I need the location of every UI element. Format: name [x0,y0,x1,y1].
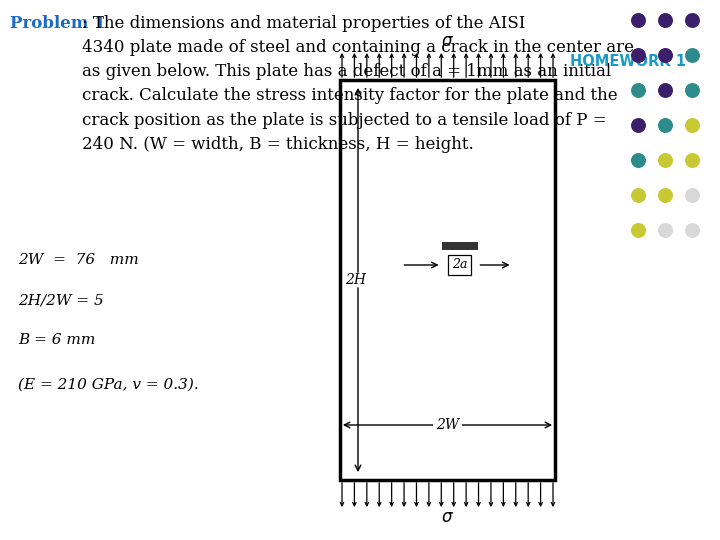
FancyArrowPatch shape [353,54,356,77]
FancyArrowPatch shape [377,54,381,77]
FancyArrowPatch shape [341,483,343,506]
FancyArrowPatch shape [427,483,431,506]
Text: : The dimensions and material properties of the AISI
4340 plate made of steel an: : The dimensions and material properties… [82,15,634,153]
FancyArrowPatch shape [377,483,381,506]
FancyArrowPatch shape [452,483,455,506]
Text: 2H: 2H [345,273,366,287]
FancyArrowPatch shape [464,483,468,506]
Point [632,226,644,234]
FancyArrowPatch shape [539,483,542,506]
Bar [340,80,555,480]
FancyArrowPatch shape [390,54,393,77]
Bar [441,242,477,250]
Point [686,16,698,24]
FancyArrowPatch shape [477,54,480,77]
Point [660,226,671,234]
Text: 2W  =  76   mm: 2W = 76 mm [18,253,139,267]
Point [686,120,698,129]
Point [660,156,671,164]
FancyArrowPatch shape [415,54,418,77]
Point [686,51,698,59]
Point [660,51,671,59]
FancyArrowPatch shape [415,483,418,506]
FancyArrowPatch shape [514,483,518,506]
Point [686,226,698,234]
Text: HOMEWORK 1: HOMEWORK 1 [570,55,686,70]
FancyArrowPatch shape [365,54,369,77]
Point [632,51,644,59]
FancyArrowPatch shape [490,483,492,506]
FancyArrowPatch shape [353,483,356,506]
FancyArrowPatch shape [427,54,431,77]
FancyArrowPatch shape [552,483,554,506]
Text: B = 6 mm: B = 6 mm [18,333,95,347]
Point [686,191,698,199]
Text: $\sigma$: $\sigma$ [441,33,454,51]
Point [660,191,671,199]
FancyArrowPatch shape [365,483,369,506]
Text: 2W: 2W [436,418,459,432]
Text: 2a: 2a [451,259,467,272]
FancyArrowPatch shape [490,54,492,77]
FancyArrowPatch shape [477,483,480,506]
Point [632,120,644,129]
FancyArrowPatch shape [402,54,406,77]
FancyArrowPatch shape [526,483,530,506]
FancyArrowPatch shape [440,483,443,506]
Text: 2H/2W = 5: 2H/2W = 5 [18,293,104,307]
FancyArrowPatch shape [502,483,505,506]
FancyArrowPatch shape [502,54,505,77]
FancyArrowPatch shape [390,483,393,506]
Text: Problem 1: Problem 1 [10,15,106,32]
Point [660,86,671,94]
Point [632,191,644,199]
FancyArrowPatch shape [539,54,542,77]
Text: $\sigma$: $\sigma$ [441,510,454,526]
Point [686,156,698,164]
Point [686,86,698,94]
Point [660,16,671,24]
Point [660,120,671,129]
FancyArrowPatch shape [341,54,343,77]
Point [632,156,644,164]
FancyArrowPatch shape [514,54,518,77]
FancyArrowPatch shape [440,54,443,77]
Text: (E = 210 GPa, v = 0.3).: (E = 210 GPa, v = 0.3). [18,378,199,392]
Point [632,16,644,24]
FancyArrowPatch shape [452,54,455,77]
FancyArrowPatch shape [552,54,554,77]
FancyArrowPatch shape [526,54,530,77]
FancyArrowPatch shape [464,54,468,77]
FancyArrowPatch shape [402,483,406,506]
Point [632,86,644,94]
